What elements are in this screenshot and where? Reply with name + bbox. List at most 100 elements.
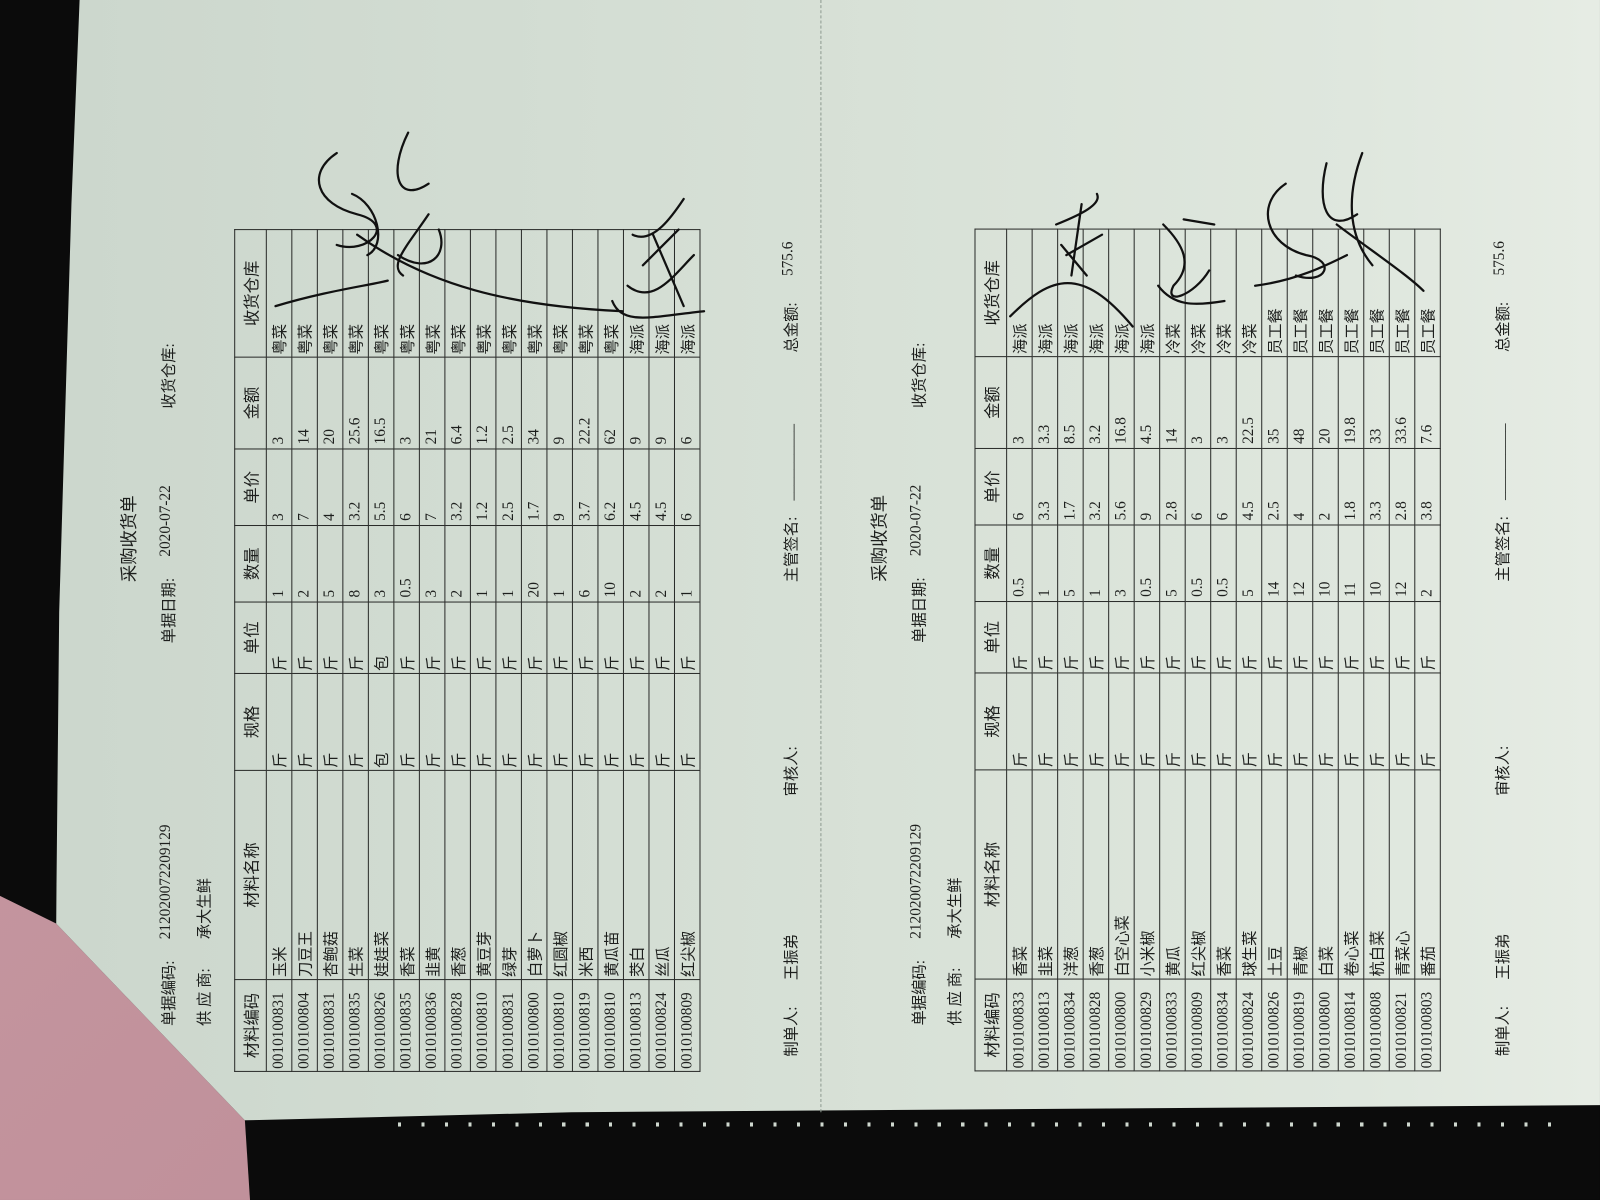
table-cell: 1 <box>674 525 700 603</box>
table-cell: 8.5 <box>1057 356 1084 449</box>
table-cell: 22.2 <box>572 357 598 449</box>
table-cell: 2.5 <box>495 357 522 449</box>
table-cell: 斤 <box>1363 672 1390 770</box>
table-cell: 粤菜 <box>444 229 471 358</box>
table-cell: 青菜心 <box>1389 769 1415 980</box>
table-cell: 5 <box>1159 524 1186 602</box>
table-cell: 0010100824 <box>648 979 675 1072</box>
table-cell: 0010100833 <box>1159 979 1186 1071</box>
table-cell: 斤 <box>470 673 496 771</box>
table-row: 0010100831 玉米斤斤 1 3 3 粤菜 <box>266 229 292 1072</box>
table-cell: 19.8 <box>1338 356 1364 449</box>
table-cell: 粤菜 <box>368 229 394 358</box>
table-cell: 斤 <box>674 673 700 771</box>
table-cell: 粤菜 <box>291 229 318 358</box>
receipt-table: 材料编码 材料名称 规格 单位 数量 单价 金额 收货仓库 0010100831 玉米斤斤 1 3 3 粤… <box>234 229 700 1072</box>
table-cell: 海派 <box>1032 229 1058 357</box>
table-cell: 5.6 <box>1108 448 1135 525</box>
table-cell: 斤 <box>291 602 318 674</box>
table-row: 0010100828 香葱斤斤 2 3.2 6.4 粤菜 <box>444 229 471 1072</box>
table-cell: 10 <box>1363 524 1390 602</box>
table-cell: 斤 <box>1108 672 1135 770</box>
table-cell: 10 <box>1312 524 1339 602</box>
table-cell: 番茄 <box>1414 769 1441 980</box>
table-cell: 斤 <box>1261 601 1288 673</box>
table-cell: 5.5 <box>368 448 394 526</box>
table-cell: 0010100800 <box>1108 979 1135 1071</box>
document-date: 2020-07-22 <box>908 484 925 557</box>
table-row: 0010100836 韭黄斤斤 3 7 21 粤菜 <box>419 229 445 1072</box>
document-date: 2020-07-22 <box>157 485 174 557</box>
table-cell: 斤 <box>1134 601 1160 673</box>
table-cell: 8 <box>342 525 369 603</box>
table-cell: 海派 <box>1108 229 1135 357</box>
table-cell: 2 <box>1312 448 1339 525</box>
table-cell: 3 <box>266 448 292 526</box>
table-cell: 香菜 <box>393 770 420 980</box>
table-cell: 9 <box>546 357 573 449</box>
table-cell: 海派 <box>674 229 700 358</box>
table-cell: 员工餐 <box>1261 229 1288 357</box>
table-row: 0010100834 香菜斤斤 0.5 6 3 冷菜 <box>1210 229 1237 1071</box>
table-cell: 3 <box>368 525 394 603</box>
table-row: 0010100813 茭白斤斤 2 4.5 9 海派 <box>623 229 649 1072</box>
table-cell: 粤菜 <box>317 229 343 358</box>
table-cell: 5 <box>1236 524 1262 602</box>
table-cell: 2.5 <box>1261 448 1288 525</box>
column-header: 金额 <box>974 356 1007 449</box>
table-cell: 斤 <box>1312 601 1339 673</box>
table-cell: 0010100828 <box>444 979 471 1072</box>
table-cell: 0010100833 <box>1006 979 1033 1071</box>
table-cell: 16.8 <box>1108 356 1135 449</box>
table-cell: 6 <box>1006 448 1033 525</box>
table-cell: 1.2 <box>470 357 496 449</box>
table-cell: 2.8 <box>1159 448 1186 525</box>
table-cell: 2 <box>444 525 471 603</box>
table-cell: 斤 <box>444 673 471 771</box>
table-cell: 1 <box>1032 524 1058 602</box>
table-cell: 14 <box>291 357 318 449</box>
table-cell: 斤 <box>648 602 675 674</box>
table-cell: 刀豆王 <box>291 770 318 980</box>
table-cell: 冷菜 <box>1185 229 1211 357</box>
table-cell: 9 <box>623 357 649 449</box>
table-cell: 0010100831 <box>317 979 343 1072</box>
table-row: 0010100834 洋葱斤斤 5 1.7 8.5 海派 <box>1057 229 1084 1071</box>
column-header: 收货仓库 <box>234 229 267 358</box>
table-cell: 斤 <box>1185 601 1211 673</box>
table-cell: 3.3 <box>1032 448 1058 525</box>
table-cell: 0010100836 <box>419 979 445 1072</box>
table-cell: 3.2 <box>1083 448 1109 525</box>
table-cell: 2.5 <box>495 448 522 526</box>
table-cell: 3 <box>1108 524 1135 602</box>
table-cell: 7 <box>419 448 445 526</box>
total-amount-label: 总金额: <box>1495 301 1513 353</box>
table-cell: 斤 <box>1287 601 1313 673</box>
table-cell: 斤 <box>1083 672 1109 770</box>
table-row: 0010100814 卷心菜斤斤 11 1.8 19.8 员工餐 <box>1338 229 1364 1071</box>
table-cell: 6 <box>674 448 700 526</box>
supplier-label: 供 应 商: <box>947 967 965 1026</box>
table-cell: 斤 <box>1210 601 1237 673</box>
table-cell: 员工餐 <box>1363 229 1390 357</box>
table-cell: 韭黄 <box>419 770 445 980</box>
perforation-holes <box>397 1122 1552 1127</box>
table-header-row: 材料编码 材料名称 规格 单位 数量 单价 金额 收货仓库 <box>974 229 1007 1071</box>
table-cell: 粤菜 <box>393 229 420 358</box>
table-cell: 斤 <box>266 673 292 771</box>
table-cell: 白空心菜 <box>1108 769 1135 980</box>
table-cell: 5 <box>1057 524 1084 602</box>
reviewer-label: 审核人: <box>784 746 801 797</box>
table-row: 0010100835 生菜斤斤 8 3.2 25.6 粤菜 <box>342 229 369 1072</box>
table-cell: 白菜 <box>1312 769 1339 980</box>
table-cell: 0010100800 <box>1312 979 1339 1071</box>
supervisor-signature-label: 主管签名: <box>784 516 801 583</box>
table-cell: 斤 <box>419 602 445 674</box>
table-cell: 20 <box>317 357 343 449</box>
table-cell: 1 <box>546 525 573 603</box>
table-cell: 0010100803 <box>1414 979 1441 1071</box>
table-cell: 3.3 <box>1363 448 1390 525</box>
table-row: 0010100800 白菜斤斤 10 2 20 员工餐 <box>1312 229 1339 1071</box>
table-cell: 3.2 <box>444 448 471 526</box>
